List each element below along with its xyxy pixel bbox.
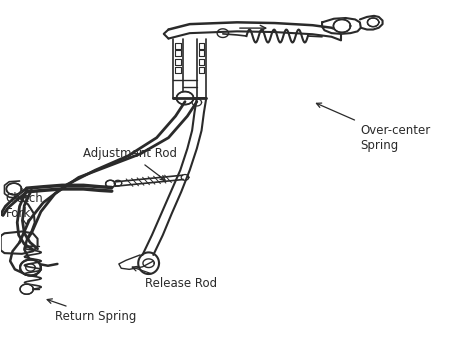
Polygon shape bbox=[20, 284, 33, 294]
Polygon shape bbox=[367, 18, 379, 27]
Text: Over-center
Spring: Over-center Spring bbox=[317, 103, 430, 152]
Text: Return Spring: Return Spring bbox=[47, 299, 137, 323]
Text: Release Rod: Release Rod bbox=[132, 266, 217, 290]
Polygon shape bbox=[6, 183, 21, 195]
Text: Adjustment Rod: Adjustment Rod bbox=[83, 147, 177, 180]
Text: Clutch
Fork: Clutch Fork bbox=[5, 192, 43, 226]
Polygon shape bbox=[20, 260, 41, 275]
Polygon shape bbox=[106, 180, 115, 188]
Polygon shape bbox=[176, 92, 193, 105]
Polygon shape bbox=[333, 20, 350, 33]
